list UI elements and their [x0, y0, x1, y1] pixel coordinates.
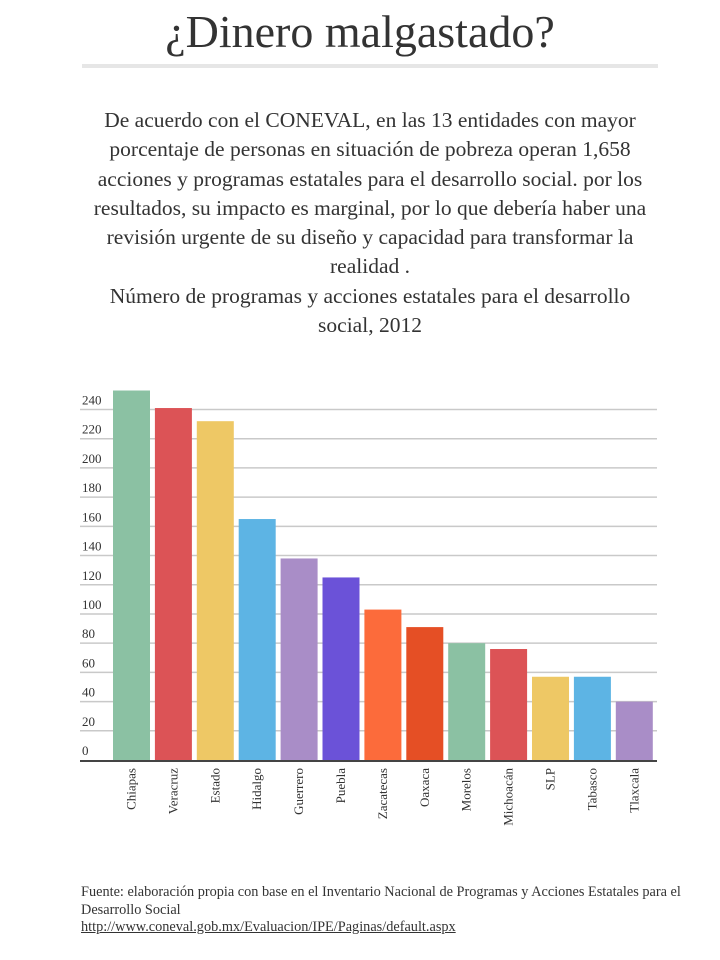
page-title: ¿Dinero malgastado?	[165, 6, 555, 57]
bar-tabasco	[573, 676, 611, 760]
x-category-label: Michoacán	[501, 768, 516, 826]
bar-oaxaca	[406, 627, 444, 760]
x-category-label: Tabasco	[584, 768, 599, 810]
x-axis-labels: Chiapas Veracruz Estado Hidalgo Guerrero Pueb…	[124, 768, 642, 826]
y-tick-label: 80	[82, 626, 95, 641]
x-category-label: Chiapas	[124, 768, 139, 810]
bar-estado	[196, 421, 234, 760]
x-category-label: Estado	[207, 768, 222, 803]
x-category-label: Guerrero	[291, 768, 306, 815]
source-note: Fuente: elaboración propia con base en e…	[81, 884, 681, 937]
y-tick-label: 100	[82, 597, 102, 612]
x-category-label: SLP	[543, 768, 558, 790]
bar-guerrero	[280, 558, 318, 760]
y-tick-label: 0	[82, 743, 89, 758]
intro-paragraph: De acuerdo con el CONEVAL, en las 13 ent…	[82, 106, 658, 340]
bar-michoac-n	[490, 649, 528, 760]
x-category-label: Morelos	[459, 768, 474, 811]
x-category-label: Oaxaca	[417, 768, 432, 807]
y-tick-label: 240	[82, 393, 102, 408]
chart-caption: Número de programas y acciones estatales…	[109, 283, 631, 338]
y-tick-label: 40	[82, 685, 95, 700]
x-category-label: Tlaxcala	[626, 768, 641, 813]
y-tick-label: 160	[82, 509, 102, 524]
bar-chart: 0 20 40 60 80 100 120 140 160 180 200 220 240 Chiapa…	[80, 390, 657, 826]
bar-veracruz	[154, 408, 192, 760]
bar-morelos	[448, 643, 486, 760]
title-divider	[82, 64, 658, 68]
bar-hidalgo	[238, 519, 276, 760]
y-tick-label: 180	[82, 480, 102, 495]
source-link[interactable]: http://www.coneval.gob.mx/Evaluacion/IPE…	[81, 919, 456, 935]
x-category-label: Zacatecas	[375, 768, 390, 819]
y-tick-label: 220	[82, 422, 102, 437]
y-tick-label: 140	[82, 539, 102, 554]
y-tick-label: 20	[82, 714, 95, 729]
y-axis-ticks: 0 20 40 60 80 100 120 140 160 180 200 220 240	[82, 393, 102, 759]
y-tick-label: 120	[82, 568, 102, 583]
bar-chiapas	[113, 390, 150, 760]
bar-tlaxcala	[615, 701, 653, 760]
bar-puebla	[322, 577, 360, 760]
bar-zacatecas	[364, 609, 402, 760]
y-tick-label: 60	[82, 655, 95, 670]
bar-slp	[532, 676, 569, 760]
bars	[113, 390, 653, 760]
x-category-label: Veracruz	[165, 768, 180, 814]
intro-text: De acuerdo con el CONEVAL, en las 13 ent…	[93, 108, 647, 279]
x-category-label: Puebla	[333, 768, 348, 804]
source-text: Fuente: elaboración propia con base en e…	[81, 884, 681, 918]
y-tick-label: 200	[82, 451, 102, 466]
x-category-label: Hidalgo	[249, 768, 264, 810]
